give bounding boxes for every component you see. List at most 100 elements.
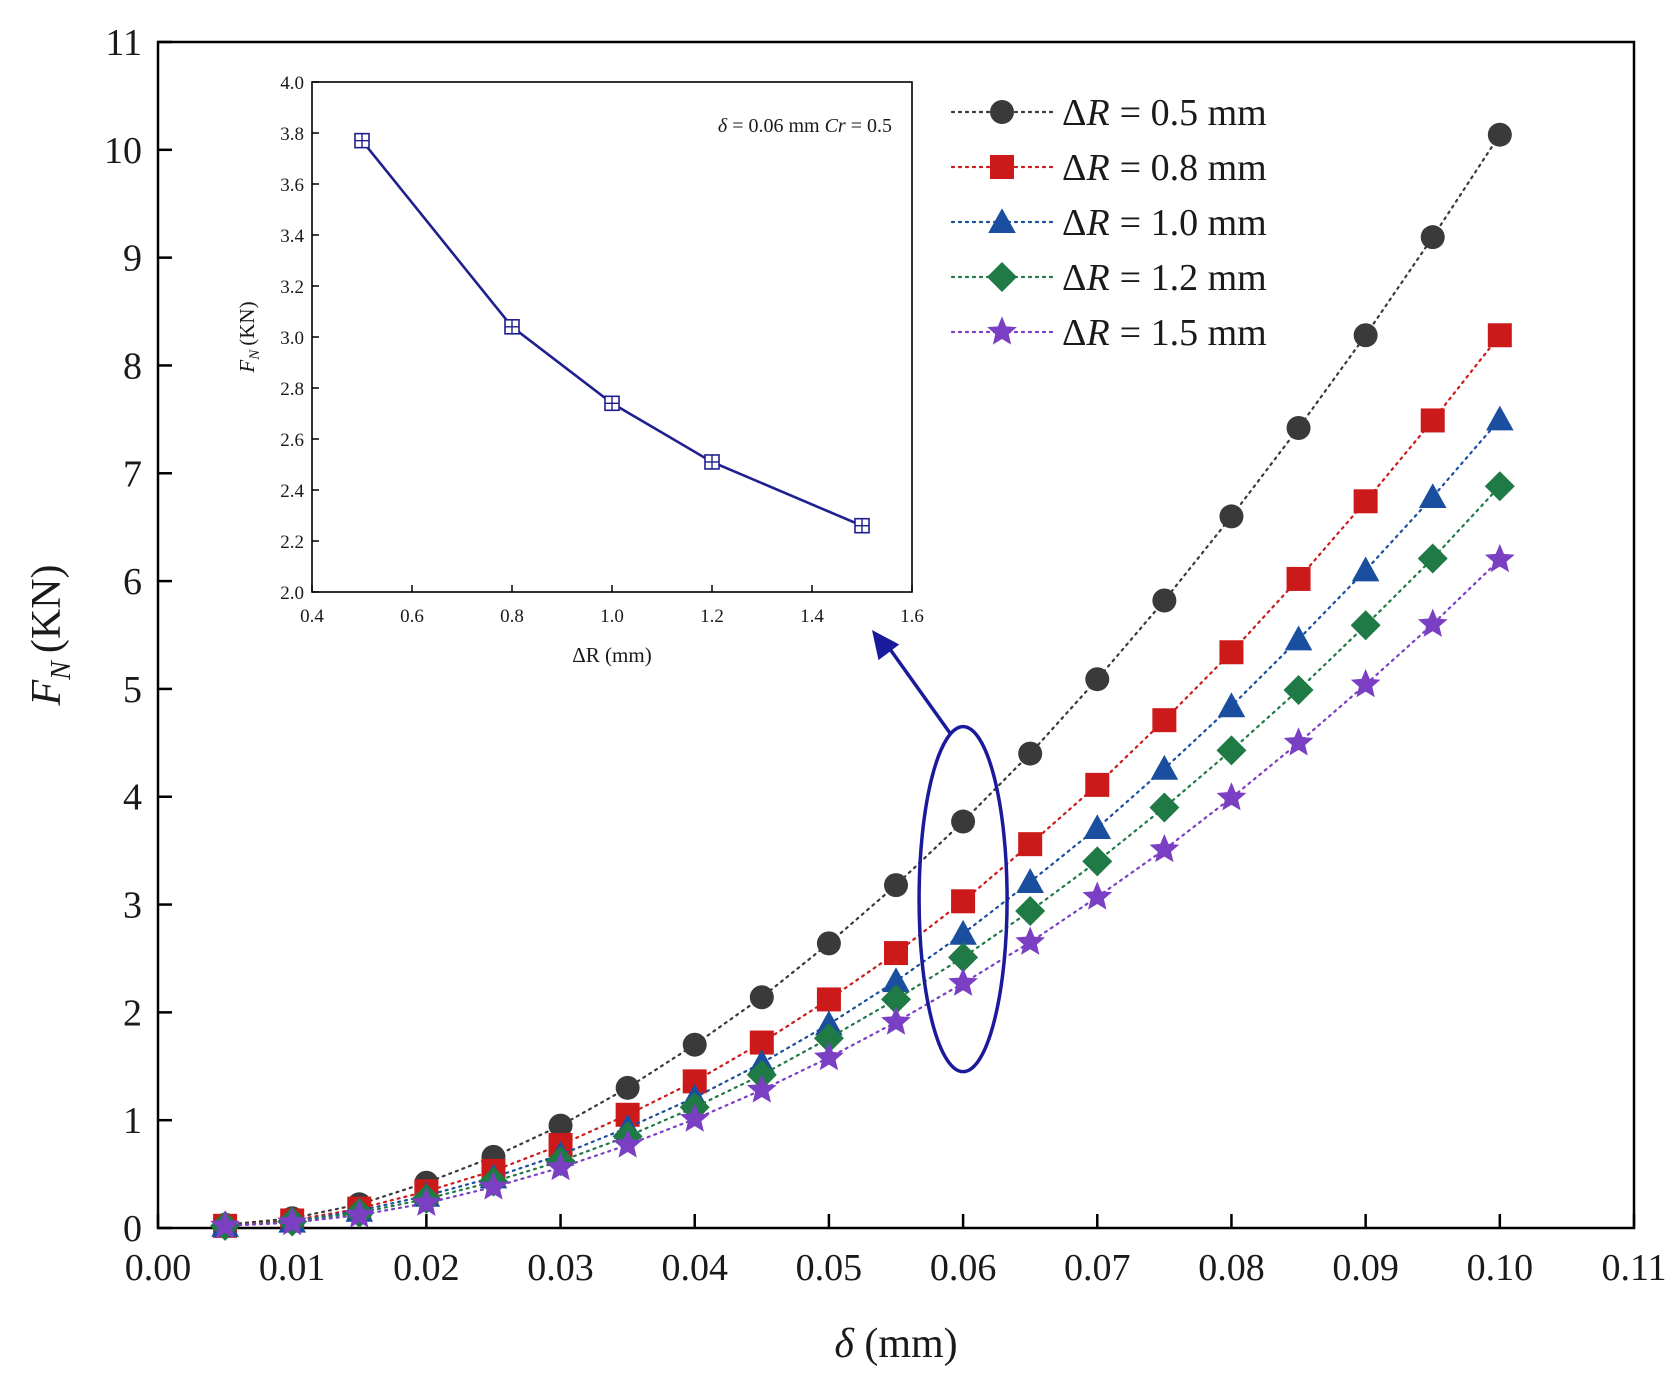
data-point bbox=[1286, 415, 1311, 440]
inset-background bbox=[312, 82, 912, 592]
x-axis-label: δ (mm) bbox=[834, 1321, 957, 1367]
inset-y-tick-label: 2.2 bbox=[280, 532, 304, 553]
x-tick-label: 0.10 bbox=[1467, 1247, 1534, 1289]
data-point bbox=[1353, 323, 1378, 348]
data-point bbox=[344, 1199, 375, 1228]
inset-y-axis-label-subscript: N bbox=[247, 349, 263, 361]
legend-label-prefix: Δ bbox=[1062, 312, 1086, 354]
data-point bbox=[816, 931, 841, 956]
legend-label-value: = 1.0 mm bbox=[1120, 202, 1267, 244]
inset-y-tick-label: 3.0 bbox=[280, 328, 304, 349]
data-point bbox=[1018, 832, 1043, 857]
data-point bbox=[615, 1075, 640, 1100]
inset-data-point bbox=[354, 132, 370, 149]
legend-marker bbox=[988, 208, 1016, 234]
inset-y-tick-label: 3.6 bbox=[280, 175, 304, 196]
data-point bbox=[949, 919, 977, 945]
data-point bbox=[1149, 833, 1180, 863]
legend-label-symbol: R bbox=[1085, 257, 1109, 299]
y-tick-label: 1 bbox=[123, 1100, 142, 1142]
inset-y-axis-label-unit: (KN) bbox=[235, 301, 259, 345]
highlight-ellipse bbox=[917, 724, 1009, 1074]
inset-data-point bbox=[704, 454, 720, 470]
pointer-arrow bbox=[872, 630, 953, 736]
data-point bbox=[545, 1152, 576, 1181]
legend-label-prefix: Δ bbox=[1062, 147, 1086, 189]
data-point bbox=[411, 1187, 442, 1216]
main-series-group bbox=[210, 122, 1515, 1241]
inset-y-tick-label: 2.0 bbox=[280, 583, 304, 604]
data-point bbox=[881, 1006, 911, 1035]
series-line bbox=[223, 558, 1501, 1227]
inset-axis-ticks bbox=[311, 81, 913, 593]
y-tick-label: 7 bbox=[123, 453, 142, 495]
main-axis-ticks bbox=[156, 40, 1636, 1230]
x-tick-label: 0.09 bbox=[1332, 1247, 1399, 1289]
legend-label-value: = 0.5 mm bbox=[1120, 92, 1267, 134]
legend-label: ΔR = 0.8 mm bbox=[1062, 147, 1267, 189]
legend-label-value: = 1.2 mm bbox=[1120, 257, 1267, 299]
data-point bbox=[1484, 543, 1515, 573]
pointer-arrow-head bbox=[872, 630, 900, 661]
main-plot-frame bbox=[156, 40, 1636, 1230]
x-tick-label: 0.00 bbox=[125, 1247, 192, 1289]
data-point bbox=[1417, 543, 1448, 574]
x-axis-label-symbol: δ bbox=[834, 1321, 855, 1367]
legend-label-symbol: R bbox=[1085, 312, 1109, 354]
x-tick-label: 0.08 bbox=[1198, 1247, 1265, 1289]
data-point bbox=[884, 941, 908, 966]
y-tick-label: 9 bbox=[123, 238, 142, 280]
data-point bbox=[1216, 782, 1247, 811]
y-axis-label-unit: (KN) bbox=[24, 565, 70, 654]
inset-x-tick-label: 1.6 bbox=[900, 606, 924, 627]
y-tick-label: 4 bbox=[123, 777, 142, 819]
data-point bbox=[1015, 926, 1046, 955]
x-tick-label: 0.03 bbox=[527, 1247, 594, 1289]
data-point bbox=[814, 1042, 844, 1071]
legend-label-symbol: R bbox=[1085, 92, 1109, 134]
inset-y-tick-label: 4.0 bbox=[280, 73, 304, 94]
data-point bbox=[1219, 504, 1244, 529]
data-point bbox=[210, 1210, 240, 1239]
data-point bbox=[1149, 792, 1180, 823]
legend-label-prefix: Δ bbox=[1062, 257, 1086, 299]
inset-x-tick-label: 0.4 bbox=[300, 606, 324, 627]
x-tick-label: 0.07 bbox=[1064, 1247, 1131, 1289]
y-axis-label: FN (KN) bbox=[24, 565, 77, 707]
inset-y-tick-label: 3.8 bbox=[280, 124, 304, 145]
inset-y-tick-labels: 2.0 2.2 2.4 2.6 2.8 3.0 3.2 3.4 3.6 3.8 4.0 bbox=[280, 73, 304, 604]
y-tick-label: 2 bbox=[123, 992, 142, 1034]
x-tick-label: 0.02 bbox=[393, 1247, 460, 1289]
data-point bbox=[1016, 868, 1044, 893]
y-tick-label: 8 bbox=[123, 345, 142, 387]
y-tick-label: 5 bbox=[123, 669, 142, 711]
data-point bbox=[951, 809, 976, 834]
data-point bbox=[1085, 667, 1110, 692]
legend-label: ΔR = 1.0 mm bbox=[1062, 202, 1267, 244]
data-point bbox=[1418, 483, 1447, 509]
inset-annotation-delta: δ bbox=[718, 115, 728, 137]
series-star bbox=[210, 543, 1515, 1239]
series-diamond bbox=[210, 471, 1515, 1241]
inset-annotation-cr-value: = 0.5 bbox=[851, 115, 892, 137]
legend-label: ΔR = 0.5 mm bbox=[1062, 92, 1267, 134]
data-point bbox=[882, 967, 910, 993]
legend-label-prefix: Δ bbox=[1062, 202, 1086, 244]
legend-marker bbox=[990, 100, 1014, 124]
inset-x-tick-label: 1.0 bbox=[600, 606, 624, 627]
legend-label: ΔR = 1.5 mm bbox=[1062, 312, 1267, 354]
data-point bbox=[1085, 772, 1110, 797]
data-point bbox=[881, 984, 911, 1015]
inset-chart: 0.4 0.6 0.8 1.0 1.2 1.4 1.6 2.0 2.2 2.4 2.6 2.8 3.0… bbox=[235, 73, 924, 667]
data-point bbox=[1484, 471, 1515, 502]
data-point bbox=[815, 1010, 843, 1036]
data-point bbox=[682, 1032, 707, 1057]
legend-label-symbol: R bbox=[1085, 202, 1109, 244]
x-tick-label: 0.04 bbox=[661, 1247, 728, 1289]
inset-annotation-delta-value: = 0.06 mm bbox=[732, 115, 824, 137]
y-tick-label: 0 bbox=[123, 1208, 142, 1250]
main-y-tick-labels: 0 1 2 3 4 5 6 7 8 9 10 11 bbox=[104, 22, 142, 1250]
legend-marker bbox=[987, 262, 1017, 292]
data-point bbox=[1353, 489, 1378, 514]
legend-label-symbol: R bbox=[1085, 147, 1109, 189]
